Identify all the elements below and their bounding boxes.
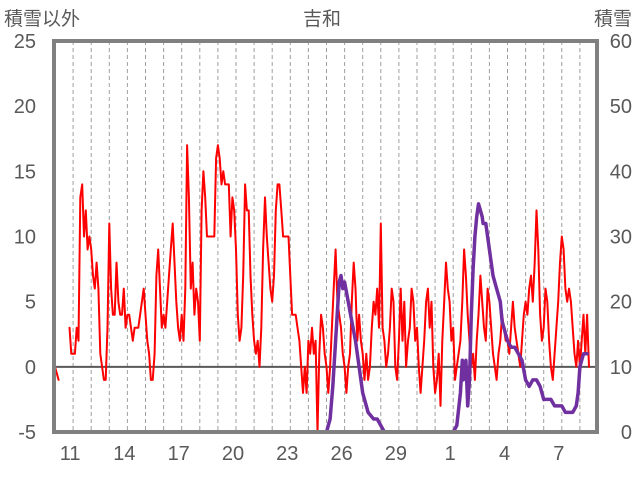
snow-depth-line [53,202,589,434]
y-left-tick-label: 25 [14,31,36,53]
x-tick-label: 23 [276,443,298,465]
y-right-tick-label: 10 [610,357,632,379]
x-axis-ticks: 11 14 17 20 23 26 29 1 4 7 [60,443,565,465]
x-tick-label: 4 [499,443,510,465]
left-axis-title: 積雪以外 [4,8,80,30]
x-tick-label: 7 [553,443,564,465]
y-left-tick-label: 5 [25,292,36,314]
x-tick-label: 26 [330,443,352,465]
right-axis-title: 積雪 [594,8,632,30]
x-tick-label: 20 [222,443,244,465]
y-left-tick-label: 0 [25,357,36,379]
y-right-tick-label: 50 [610,96,632,118]
x-tick-label: 1 [445,443,456,465]
y-left-tick-label: 20 [14,96,36,118]
left-y-axis-ticks: -5 0 5 10 15 20 25 [14,31,36,444]
y-left-tick-label: 15 [14,161,36,183]
chart-title: 吉和 [303,8,341,30]
y-left-tick-label: -5 [18,422,36,444]
right-y-axis-ticks: 0 10 20 30 40 50 60 [610,31,632,444]
y-right-tick-label: 30 [610,227,632,249]
y-right-tick-label: 20 [610,292,632,314]
x-tick-label: 17 [168,443,190,465]
y-right-tick-label: 40 [610,161,632,183]
non-snow-line [54,144,590,433]
x-tick-label: 14 [113,443,135,465]
plot-frame [52,39,599,434]
plot-series [53,144,590,434]
x-tick-label: 11 [60,443,81,465]
y-right-tick-label: 60 [610,31,632,53]
y-left-tick-label: 10 [14,227,36,249]
y-right-tick-label: 0 [621,422,632,444]
x-tick-label: 29 [385,443,407,465]
